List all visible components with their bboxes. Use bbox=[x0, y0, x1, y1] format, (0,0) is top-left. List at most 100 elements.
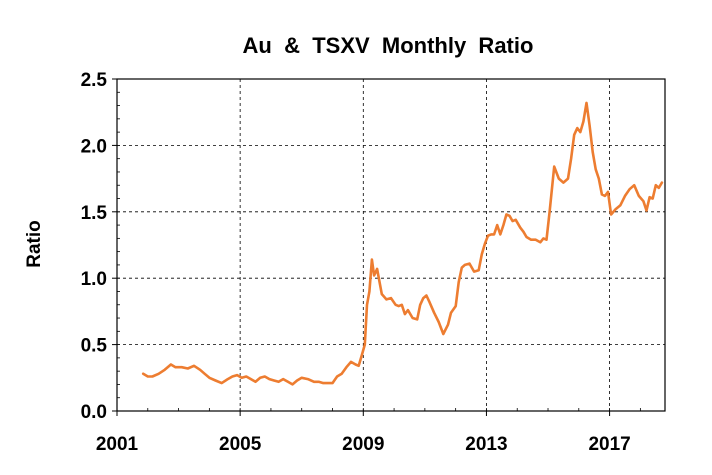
data-point bbox=[545, 238, 548, 241]
data-point bbox=[557, 177, 560, 180]
y-tick-label: 0.5 bbox=[81, 336, 108, 357]
data-point bbox=[214, 379, 217, 382]
y-tick-label: 2.0 bbox=[81, 136, 107, 157]
data-point bbox=[174, 366, 177, 369]
y-axis-label: Ratio bbox=[24, 220, 45, 268]
data-point bbox=[594, 168, 597, 171]
x-tick-label: 2009 bbox=[342, 434, 384, 455]
data-point bbox=[530, 238, 532, 241]
data-point bbox=[651, 197, 654, 200]
data-point bbox=[585, 102, 588, 104]
data-point bbox=[499, 233, 502, 236]
data-point bbox=[313, 380, 315, 383]
data-point bbox=[368, 290, 371, 293]
data-point bbox=[407, 309, 409, 311]
data-point bbox=[425, 294, 428, 297]
data-point bbox=[419, 303, 422, 306]
data-point bbox=[483, 242, 486, 245]
data-point bbox=[336, 375, 339, 378]
data-point bbox=[259, 376, 262, 379]
data-point bbox=[354, 363, 357, 366]
data-point bbox=[508, 214, 511, 217]
data-point bbox=[394, 303, 397, 306]
data-point bbox=[460, 266, 463, 269]
data-point bbox=[624, 194, 626, 197]
data-point bbox=[480, 253, 483, 256]
data-point bbox=[169, 363, 172, 366]
data-point bbox=[163, 368, 166, 371]
data-point bbox=[390, 297, 392, 300]
data-point bbox=[477, 269, 480, 272]
data-point bbox=[514, 218, 517, 221]
data-point bbox=[376, 268, 379, 270]
data-point bbox=[245, 375, 248, 378]
data-point bbox=[567, 177, 569, 180]
data-point bbox=[268, 378, 271, 381]
data-point bbox=[450, 311, 452, 314]
data-point bbox=[604, 194, 606, 197]
data-point bbox=[220, 382, 223, 385]
data-point bbox=[428, 301, 431, 304]
data-point bbox=[416, 318, 419, 321]
data-point bbox=[502, 224, 505, 226]
data-point bbox=[637, 194, 640, 197]
data-point bbox=[157, 372, 160, 375]
data-point bbox=[286, 380, 289, 383]
data-point bbox=[610, 213, 613, 216]
data-point bbox=[433, 311, 436, 314]
data-point bbox=[553, 165, 556, 168]
data-point bbox=[570, 157, 573, 160]
data-point bbox=[317, 380, 320, 383]
data-point bbox=[371, 258, 373, 261]
data-point bbox=[607, 190, 609, 193]
data-point bbox=[397, 305, 400, 307]
data-point bbox=[345, 366, 348, 369]
data-point bbox=[457, 281, 460, 284]
data-point bbox=[511, 220, 514, 222]
data-point bbox=[350, 360, 352, 363]
data-point bbox=[562, 181, 565, 184]
x-tick-label: 2005 bbox=[219, 434, 262, 455]
tick-labels: 0.0 0.5 1.0 1.5 2.0 2.5 2001 2005 2009 2013 2017 bbox=[81, 70, 631, 455]
data-point bbox=[661, 181, 663, 184]
data-point bbox=[296, 379, 299, 382]
data-point bbox=[648, 196, 651, 199]
data-point bbox=[193, 364, 195, 367]
data-point bbox=[363, 343, 366, 346]
data-point bbox=[282, 378, 285, 381]
data-point bbox=[180, 366, 183, 369]
data-point bbox=[468, 262, 471, 265]
data-point bbox=[380, 293, 383, 296]
data-point bbox=[360, 354, 363, 357]
data-point bbox=[614, 208, 617, 211]
data-point bbox=[322, 382, 325, 385]
data-point bbox=[542, 237, 545, 240]
data-point bbox=[263, 375, 266, 378]
data-point bbox=[226, 378, 229, 381]
data-point bbox=[654, 184, 657, 187]
data-point bbox=[300, 376, 303, 379]
data-point bbox=[534, 238, 537, 241]
data-point bbox=[366, 303, 368, 306]
data-point bbox=[422, 297, 425, 300]
data-point bbox=[254, 380, 257, 383]
data-point bbox=[645, 209, 648, 212]
data-point bbox=[277, 380, 280, 383]
data-point bbox=[142, 372, 145, 375]
data-point bbox=[573, 133, 576, 136]
data-point bbox=[548, 210, 551, 213]
data-point bbox=[487, 234, 489, 237]
series-layer bbox=[141, 101, 664, 386]
y-tick-label: 2.5 bbox=[81, 70, 108, 91]
data-point bbox=[411, 317, 414, 319]
data-point bbox=[600, 193, 603, 196]
data-point bbox=[437, 321, 440, 323]
data-point bbox=[373, 274, 375, 277]
y-tick-label: 1.5 bbox=[81, 203, 108, 224]
y-tick-label: 0.0 bbox=[81, 402, 107, 423]
data-point bbox=[493, 233, 496, 236]
data-point bbox=[642, 200, 645, 203]
